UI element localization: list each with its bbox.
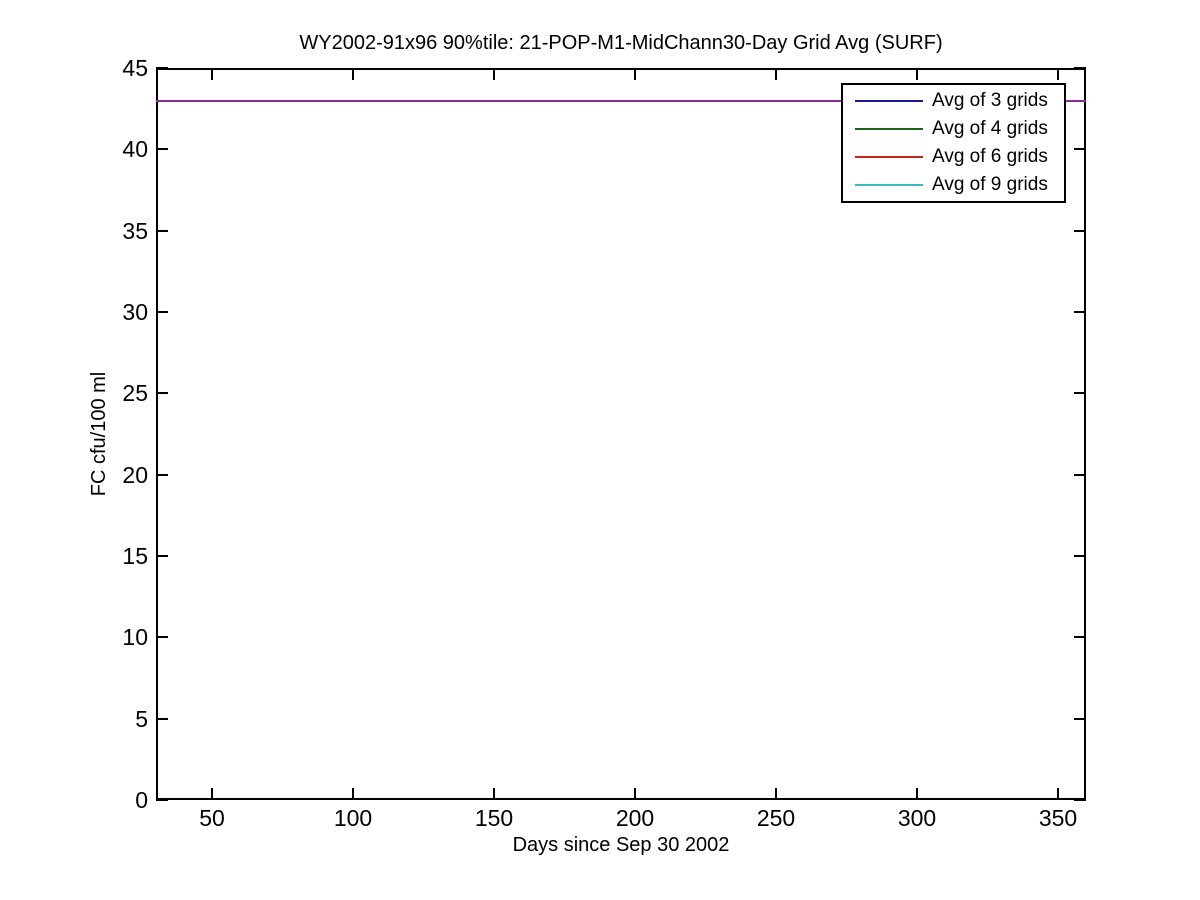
y-tick-right (1074, 555, 1086, 557)
x-tick (1057, 788, 1059, 800)
legend-label: Avg of 6 grids (932, 146, 1048, 167)
y-tick-label: 5 (135, 706, 148, 732)
y-tick (156, 311, 168, 313)
legend-entry: Avg of 9 grids (843, 171, 1064, 199)
y-tick-right (1074, 474, 1086, 476)
x-tick (211, 788, 213, 800)
x-tick-top (775, 68, 777, 80)
y-axis-label: FC cfu/100 ml (88, 371, 110, 497)
x-tick-label: 250 (756, 805, 796, 831)
x-tick-label: 100 (333, 805, 373, 831)
legend-label: Avg of 9 grids (932, 174, 1048, 195)
legend-label: Avg of 3 grids (932, 90, 1048, 111)
y-tick-right (1074, 311, 1086, 313)
y-tick-label: 10 (122, 624, 148, 650)
y-tick-label: 0 (135, 787, 148, 813)
y-tick-label: 40 (122, 136, 148, 162)
y-tick (156, 474, 168, 476)
legend-line-sample (855, 100, 923, 102)
y-tick-right (1074, 392, 1086, 394)
y-tick-label: 25 (122, 380, 148, 406)
legend: Avg of 3 grids Avg of 4 grids Avg of 6 gri… (841, 83, 1066, 203)
y-tick (156, 636, 168, 638)
y-tick-label: 45 (122, 55, 148, 81)
y-tick-label: 15 (122, 543, 148, 569)
legend-line-sample (855, 156, 923, 158)
y-tick (156, 555, 168, 557)
y-tick-right (1074, 718, 1086, 720)
x-tick-top (493, 68, 495, 80)
x-tick (916, 788, 918, 800)
y-tick-right (1074, 799, 1086, 801)
x-tick (352, 788, 354, 800)
legend-entry: Avg of 3 grids (843, 87, 1064, 115)
legend-entry: Avg of 6 grids (843, 143, 1064, 171)
x-tick-label: 300 (897, 805, 937, 831)
x-tick (493, 788, 495, 800)
x-tick (775, 788, 777, 800)
y-tick-label: 20 (122, 462, 148, 488)
legend-entry: Avg of 4 grids (843, 115, 1064, 143)
x-tick-top (916, 68, 918, 80)
x-tick-top (1057, 68, 1059, 80)
legend-line-sample (855, 128, 923, 130)
x-tick-label: 50 (199, 805, 225, 831)
legend-label: Avg of 4 grids (932, 118, 1048, 139)
chart-title: WY2002-91x96 90%tile: 21-POP-M1-MidChann… (299, 32, 943, 54)
y-tick (156, 718, 168, 720)
y-tick (156, 799, 168, 801)
series-line (156, 100, 1086, 102)
x-tick (634, 788, 636, 800)
y-tick-label: 30 (122, 299, 148, 325)
y-tick (156, 67, 168, 69)
y-tick (156, 230, 168, 232)
y-tick-right (1074, 230, 1086, 232)
legend-line-sample (855, 184, 923, 186)
x-tick-top (211, 68, 213, 80)
x-tick-top (352, 68, 354, 80)
y-tick-right (1074, 636, 1086, 638)
x-tick-label: 350 (1038, 805, 1078, 831)
y-tick-label: 35 (122, 218, 148, 244)
x-tick-label: 200 (615, 805, 655, 831)
y-tick (156, 148, 168, 150)
x-axis-label: Days since Sep 30 2002 (512, 834, 730, 856)
x-tick-top (634, 68, 636, 80)
y-tick-right (1074, 67, 1086, 69)
x-tick-label: 150 (474, 805, 514, 831)
y-tick-right (1074, 148, 1086, 150)
y-tick (156, 392, 168, 394)
